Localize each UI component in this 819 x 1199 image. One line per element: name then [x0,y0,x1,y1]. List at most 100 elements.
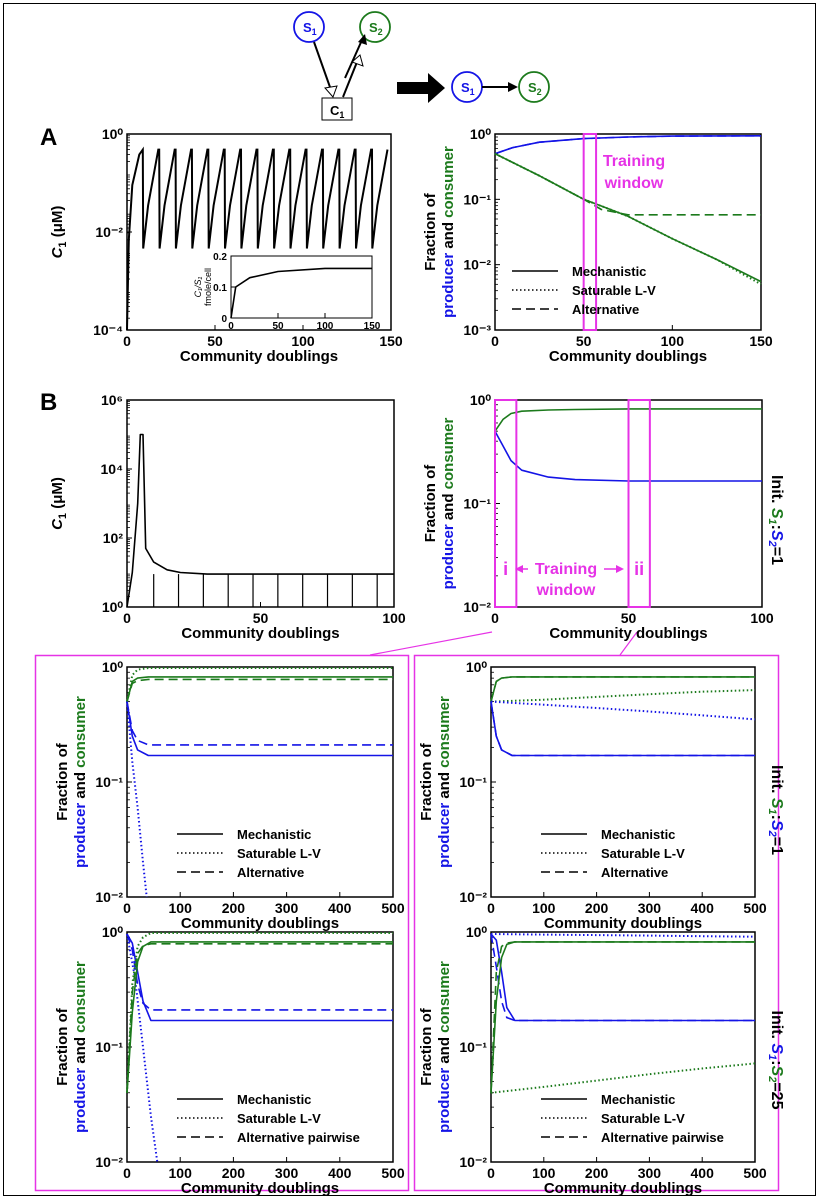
plot-frame [490,931,756,1163]
y-axis-label-line2: producer and consumer [440,417,457,589]
y-axis-label-line1: Fraction of [422,192,439,271]
training-label-line2: window [536,582,596,599]
x-tick-label: 200 [222,1165,246,1181]
x-tick-label: 200 [585,1165,609,1181]
x-tick-label: 0 [123,333,131,349]
plot-a-inset: 0 50 100 150 0 0.1 0.2 C₁/S₁ fmole/cell [193,252,381,332]
x-tick-label: 500 [743,900,767,916]
y-tick-label: 10⁻² [459,889,487,905]
plot-frame [490,666,756,898]
x-axis-label: Community doublings [549,625,707,642]
x-axis-label: Community doublings [549,348,707,365]
x-tick-label: 150 [749,333,773,349]
y-axis-label-line1: Fraction of [54,1007,71,1086]
plot-c-ratio25-i: 0 100 200 300 400 500 10⁻² 10⁻¹ 10⁰ Mechanistic Sa… [54,924,405,1197]
x-tick-label: 100 [532,900,556,916]
x-tick-label: 50 [207,333,223,349]
x-tick-label: 400 [328,900,352,916]
series-line-consumer-solid [490,676,755,702]
x-tick-label: 150 [379,333,403,349]
series-line-consumer-dot [490,1062,756,1094]
figure-border [3,3,816,1196]
s2-node-simplified [518,71,550,103]
y-axis-label-line1: Fraction of [418,1007,435,1086]
series-line-consumer-dot [490,689,756,703]
series-line-black-solid [126,433,394,608]
side-label-ratio25: Init. S1:S2=25 [766,1011,785,1110]
legend-label-mechanistic: Mechanistic [601,1092,675,1107]
y-tick-label: 10² [103,530,124,546]
plot-b-left: 0 50 100 10⁰ 10² 10⁴ 10⁶ C1 (μM) Community doubl… [49,392,406,642]
big-arrow-icon [397,73,445,103]
y-tick-label: 10⁻¹ [459,1039,487,1055]
x-tick-label: 400 [691,900,715,916]
series-line-producer-solid [126,701,393,757]
series-line-producer-dot [490,933,756,938]
y-tick-label: 10⁰ [102,659,124,675]
series-line-consumer-solid [490,941,755,1093]
x-tick-label: 0 [491,610,499,626]
window-label-ii: ii [634,559,644,579]
legend-label-alternative_pairwise: Alternative pairwise [601,1130,724,1145]
plot-frame [494,133,762,331]
x-tick-label: 100 [661,333,685,349]
series-line-producer-dot [126,933,159,1163]
plot-frame [126,399,395,608]
series-line-consumer-solid [126,676,393,702]
x-axis-label: Community doublings [544,1180,702,1197]
y-tick-label: 10⁰ [102,599,124,615]
connector-i [369,631,493,656]
plot-frame [126,931,394,1163]
x-tick-label: 0 [491,333,499,349]
y-axis-label-line2: producer and consumer [436,696,453,868]
series-line-consumer-dot [126,932,393,1093]
panel-letter-a: A [40,124,57,151]
y-axis-label-c1: C1 (μM) [49,206,69,259]
s1-to-s2-arrowhead [358,34,367,45]
s1-to-c1-arrowhead [324,85,338,98]
x-tick-label: 50 [272,321,284,332]
training-window-box-2 [627,399,651,608]
x-tick-label: 400 [691,1165,715,1181]
legend-label-saturable: Saturable L-V [572,283,656,298]
legend-label-saturable: Saturable L-V [237,1111,321,1126]
y-axis-label-c1: C1 (μM) [49,477,69,530]
series-line-consumer-dash [494,152,761,216]
simplified-arrowhead [508,82,518,92]
x-tick-label: 100 [317,321,334,332]
series-line-consumer-dash [490,941,755,1093]
s1-to-s2-arrow [344,39,363,79]
y-tick-label: 10⁰ [102,924,124,940]
y-axis-label-line1: Fraction of [54,742,71,821]
series-line-black-sawtooth [126,146,389,331]
pointer-left-head [515,565,523,573]
x-tick-label: 50 [621,610,637,626]
y-tick-label: 10⁴ [101,461,124,477]
plot-frame [126,666,394,898]
inset-ylabel-top: C₁/S₁ [193,277,203,298]
s1-label: S1 [303,20,317,37]
series-line-consumer-dash [490,676,755,702]
legend-label-saturable: Saturable L-V [601,1111,685,1126]
x-tick-label: 100 [532,1165,556,1181]
c1-label: C1 [330,103,344,120]
series-line-consumer-dash [126,678,393,702]
series-line-producer-dash [126,933,393,1011]
x-tick-label: 500 [381,1165,405,1181]
plot-c-ratio25-ii: 0 100 200 300 400 500 10⁻² 10⁻¹ 10⁰ Mechanistic Sa… [418,924,767,1197]
x-tick-label: 300 [275,900,299,916]
y-tick-label: 10⁻¹ [459,774,487,790]
legend-label-saturable: Saturable L-V [601,846,685,861]
training-label-line1: Training [535,561,597,578]
x-tick-label: 0 [123,610,131,626]
series-line-consumer-solid [126,941,393,1093]
c1-to-s2-arrow [342,61,358,98]
legend-label-mechanistic: Mechanistic [601,827,675,842]
y-tick-label: 10⁻⁴ [93,322,123,338]
y-tick-label: 10⁻² [95,224,123,240]
x-tick-label: 300 [275,1165,299,1181]
side-label-ratio1-mid: Init. S1:S2=1 [766,765,785,855]
y-axis-label-line2: producer and consumer [72,696,89,868]
x-tick-label: 400 [328,1165,352,1181]
x-axis-label: Community doublings [181,1180,339,1197]
